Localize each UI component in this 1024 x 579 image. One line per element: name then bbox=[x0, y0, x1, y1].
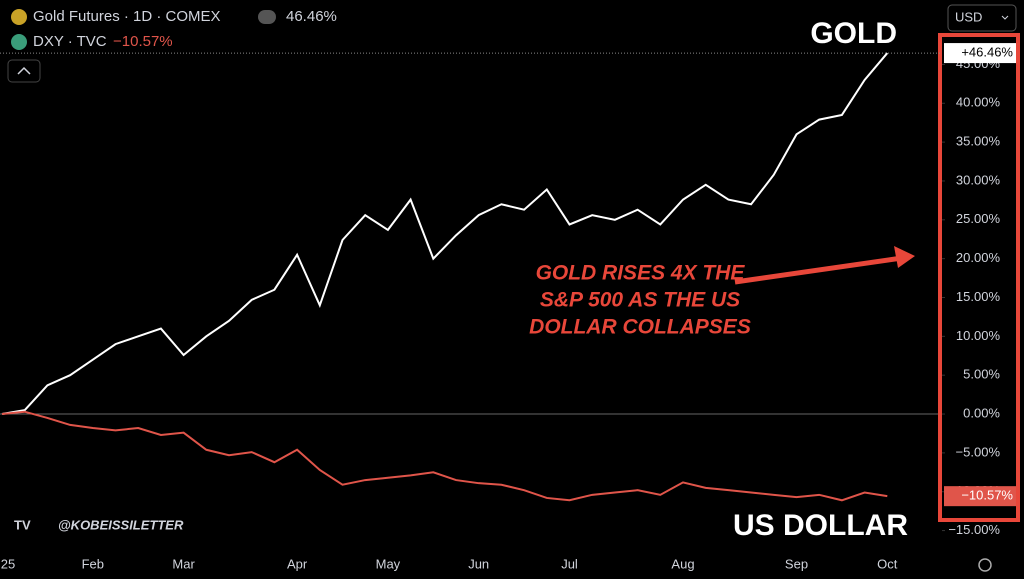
y-tick-label: 20.00% bbox=[956, 250, 1001, 265]
last-value-label: +46.46% bbox=[961, 45, 1013, 60]
currency-label: USD bbox=[955, 9, 982, 24]
y-tick-label: 30.00% bbox=[956, 172, 1001, 187]
dropdown-caret bbox=[1001, 15, 1009, 20]
legend-name: Gold Futures · 1D · COMEX bbox=[33, 8, 221, 25]
annotation-line: DOLLAR COLLAPSES bbox=[529, 316, 751, 339]
currency-select[interactable] bbox=[947, 4, 1017, 32]
legend-value: −10.57% bbox=[113, 33, 173, 50]
annotation: GOLD RISES 4X THE S&P 500 AS THE US DOLLAR… bbox=[529, 262, 751, 339]
last-value-badge bbox=[944, 486, 1016, 507]
y-tick-label: 0.00% bbox=[963, 405, 1000, 420]
collapse-icon bbox=[17, 66, 31, 75]
handle: @KOBEISSILETTER bbox=[58, 517, 184, 532]
last-value-label: −10.57% bbox=[961, 488, 1013, 503]
y-tick-label: −5.00% bbox=[956, 444, 1001, 459]
x-tick-label: Aug bbox=[671, 556, 694, 571]
x-tick-label: Oct bbox=[877, 556, 898, 571]
arrow-shaft bbox=[734, 255, 903, 285]
x-tick-label: Jul bbox=[561, 556, 578, 571]
dxy-icon bbox=[11, 34, 27, 50]
annotation-line: GOLD RISES 4X THE bbox=[536, 262, 746, 285]
arrow-head bbox=[894, 246, 915, 268]
y-tick-label: 5.00% bbox=[963, 367, 1000, 382]
x-tick-label: Jun bbox=[468, 556, 489, 571]
y-tick-label: 15.00% bbox=[956, 289, 1001, 304]
last-value-badge bbox=[944, 43, 1016, 64]
collapse-button[interactable] bbox=[7, 59, 41, 83]
series-line bbox=[1, 410, 888, 502]
series-line bbox=[1, 52, 889, 416]
y-tick-label: 10.00% bbox=[956, 328, 1001, 343]
settings-icon[interactable] bbox=[978, 558, 992, 572]
series-big-label: US DOLLAR bbox=[733, 509, 908, 542]
x-tick-label: Apr bbox=[287, 556, 308, 571]
y-tick-label: −15.00% bbox=[948, 522, 1000, 537]
y-tick-label: 25.00% bbox=[956, 211, 1001, 226]
eye-toggle[interactable] bbox=[258, 10, 276, 24]
x-tick-label: May bbox=[376, 556, 401, 571]
tv-logo: TV bbox=[14, 517, 31, 532]
x-tick-label: Mar bbox=[172, 556, 195, 571]
series-big-label: GOLD bbox=[810, 17, 897, 50]
legend-name: DXY · TVC bbox=[33, 33, 107, 50]
y-tick-label: 40.00% bbox=[956, 95, 1001, 110]
y-tick-label: 35.00% bbox=[956, 134, 1001, 149]
annotation-line: S&P 500 AS THE US bbox=[540, 289, 740, 312]
x-tick-label: Feb bbox=[82, 556, 104, 571]
x-tick-label: 25 bbox=[1, 556, 15, 571]
legend-value: 46.46% bbox=[286, 8, 337, 25]
axis-highlight bbox=[938, 33, 1020, 522]
x-tick-label: Sep bbox=[785, 556, 808, 571]
gold-icon bbox=[11, 9, 27, 25]
